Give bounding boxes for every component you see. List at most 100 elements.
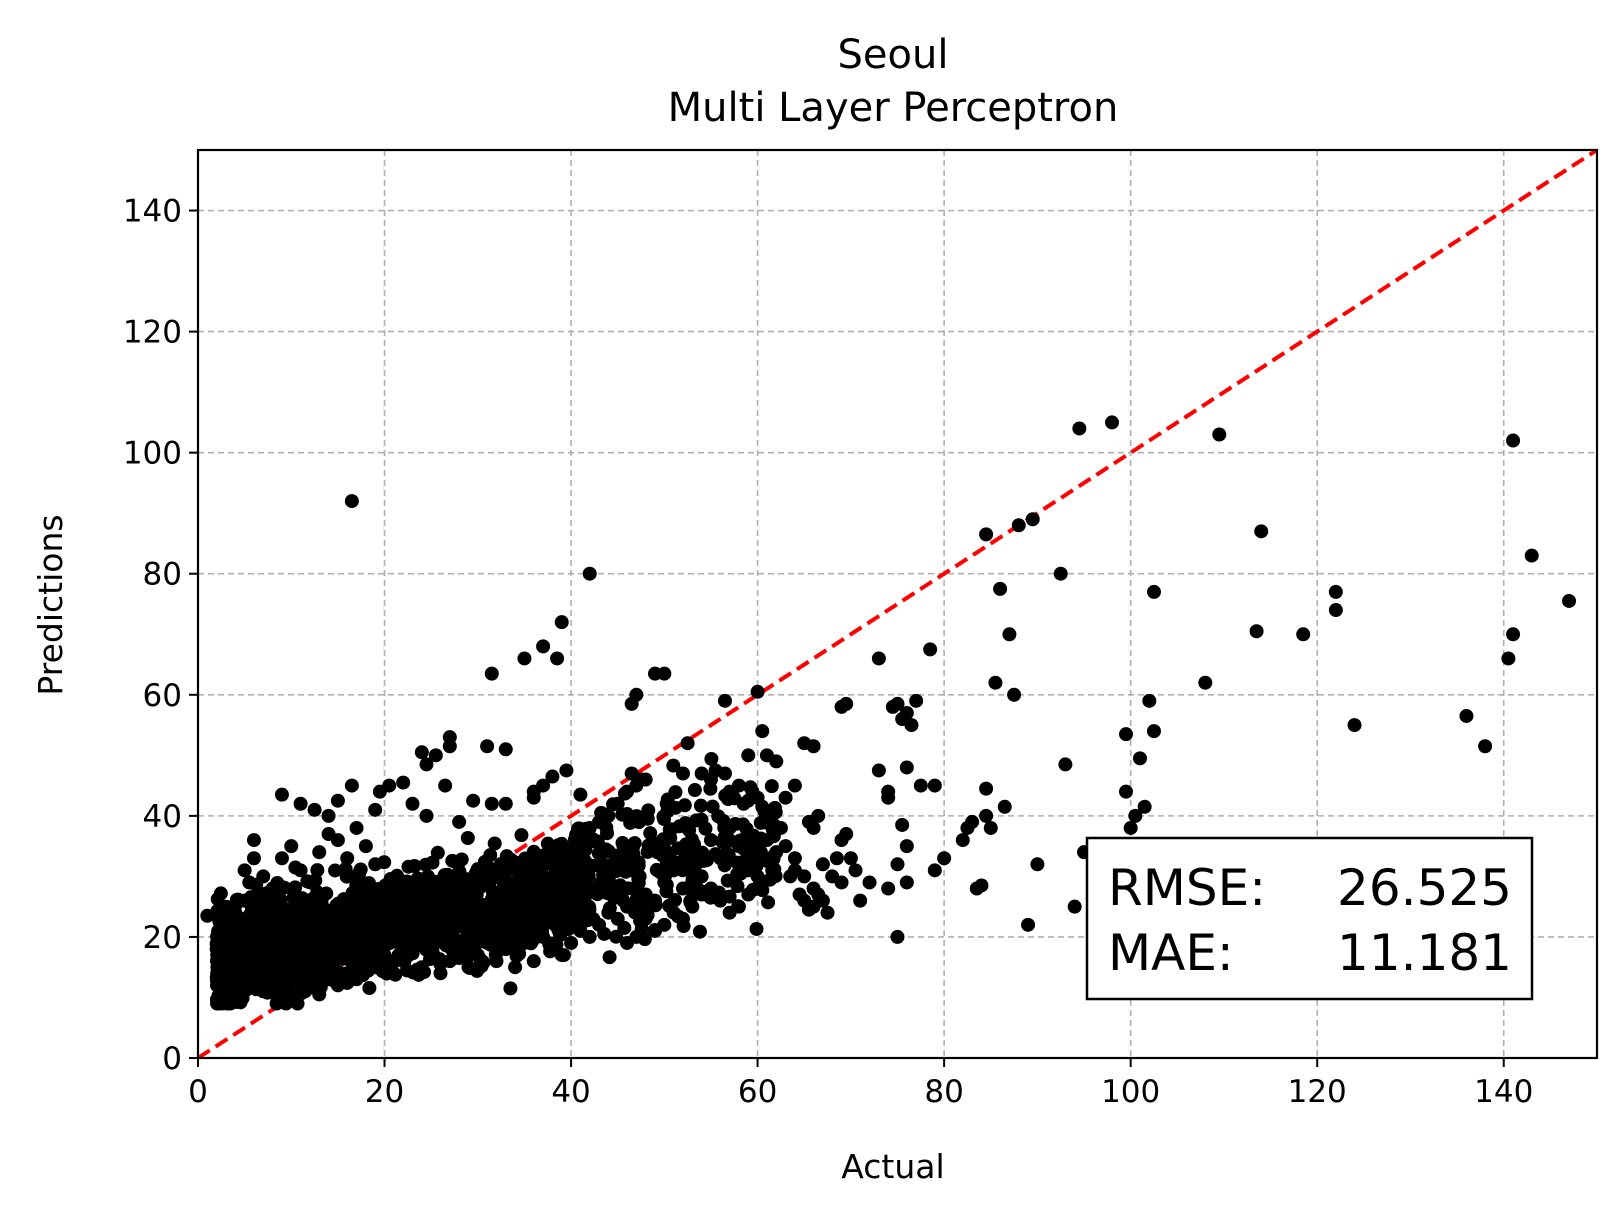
data-point [1249,624,1264,639]
data-point [614,881,629,896]
data-point [685,899,700,914]
data-point [731,839,746,854]
data-point [276,993,291,1008]
data-point [500,916,515,931]
data-point [1296,627,1311,642]
data-point [843,851,858,866]
data-point [675,766,690,781]
data-point [286,904,301,919]
y-tick-label: 40 [143,799,182,835]
data-point [675,881,690,896]
data-point [684,832,699,847]
data-point [839,827,854,842]
data-point [537,848,552,863]
data-point [1146,724,1161,739]
data-point [246,833,261,848]
data-point [666,758,681,773]
data-point [620,935,635,950]
data-point [602,950,617,965]
data-point [694,869,709,884]
data-point [274,966,289,981]
data-point [499,875,514,890]
data-point [466,793,481,808]
data-point [703,833,718,848]
data-point [350,917,365,932]
data-point [656,847,671,862]
data-point [755,799,770,814]
data-point [414,960,429,975]
data-point [713,893,728,908]
data-point [405,796,420,811]
data-point [668,893,683,908]
data-point [1146,584,1161,599]
data-point [209,942,224,957]
data-point [1025,512,1040,527]
data-point [503,852,518,867]
data-point [693,798,708,813]
data-point [610,911,625,926]
data-point [340,917,355,932]
data-point [1007,687,1022,702]
data-point [638,911,653,926]
data-point [330,833,345,848]
data-point [678,861,693,876]
data-point [1128,808,1143,823]
data-point [517,651,532,666]
y-tick-label: 60 [143,678,182,714]
data-point [829,851,844,866]
data-point [293,796,308,811]
data-point [811,887,826,902]
data-point [677,798,692,813]
data-point [937,851,952,866]
data-point [498,942,513,957]
data-point [503,981,518,996]
data-point [293,978,308,993]
data-point [923,642,938,657]
data-point [274,787,289,802]
data-point [293,863,308,878]
data-point [467,935,482,950]
rmse-label: RMSE: [1108,859,1266,917]
data-point [704,751,719,766]
data-point [442,739,457,754]
data-point [396,775,411,790]
data-point [955,833,970,848]
data-point [1123,820,1138,835]
x-tick-label: 80 [924,1074,963,1110]
data-point [452,942,467,957]
data-point [536,929,551,944]
data-point [572,878,587,893]
data-point [609,929,624,944]
data-point [498,742,513,757]
data-point [559,763,574,778]
data-point [368,960,383,975]
data-point [482,861,497,876]
data-point [344,494,359,509]
data-point [487,836,502,851]
data-point [216,987,231,1002]
data-point [246,960,261,975]
data-point [371,881,386,896]
data-point [239,982,254,997]
data-point [1072,421,1087,436]
data-point [258,928,273,943]
data-point [573,787,588,802]
data-point [361,910,376,925]
tick-labels: 0 20 40 60 80 100 120 140 0 20 40 60 80 100 120 140 [123,194,1533,1110]
data-point [1506,433,1521,448]
data-point [550,651,565,666]
data-point [424,948,439,963]
data-point [890,696,905,711]
data-point [508,960,523,975]
data-point [320,903,335,918]
mae-value: 11.181 [1337,924,1512,982]
data-point [848,863,863,878]
data-point [749,921,764,936]
data-point [1011,518,1026,533]
data-point [247,910,262,925]
data-point [543,880,558,895]
data-point [1459,708,1474,723]
data-point [1142,693,1157,708]
data-point [909,693,924,708]
data-point [631,858,646,873]
